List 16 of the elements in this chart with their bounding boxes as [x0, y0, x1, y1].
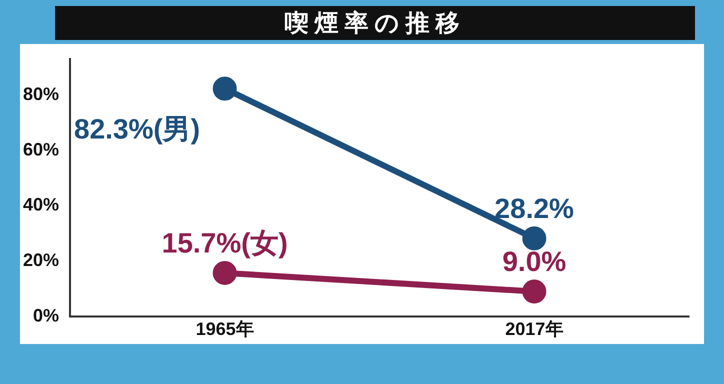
- x-tick-label: 1965年: [196, 319, 254, 340]
- y-tick-label: 80%: [22, 84, 60, 104]
- data-label: 28.2%: [494, 193, 574, 224]
- point: [522, 279, 546, 304]
- y-tick-label: 60%: [22, 139, 60, 160]
- point: [522, 226, 546, 250]
- y-tick-label: 40%: [22, 194, 60, 215]
- data-label: 82.3%(男): [74, 113, 200, 144]
- chart-title: 喫煙率の推移: [55, 6, 695, 40]
- point: [212, 76, 237, 101]
- y-tick-label: 0%: [33, 305, 60, 326]
- point: [212, 260, 237, 285]
- x-tick-label: 2017年: [505, 319, 564, 340]
- y-tick-label: 20%: [22, 250, 60, 270]
- data-label: 9.0%: [502, 246, 566, 278]
- data-label: 15.7%(女): [162, 228, 288, 259]
